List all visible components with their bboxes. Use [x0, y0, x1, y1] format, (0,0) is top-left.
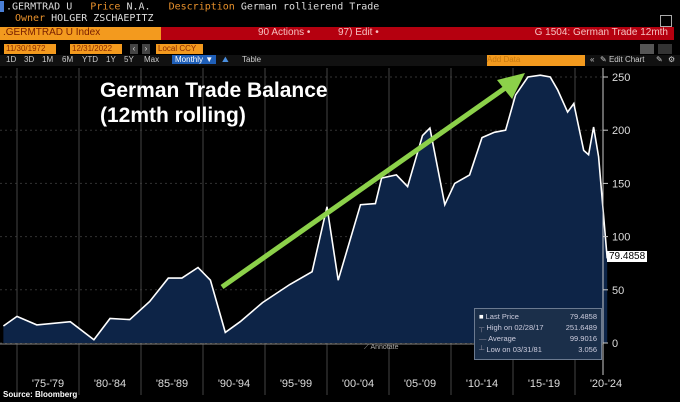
legend-label: High on 02/28/17 — [486, 323, 544, 332]
x-tick-label: '95-'99 — [280, 378, 312, 390]
start-date-input[interactable]: 11/30/1972 — [4, 44, 56, 54]
next-button[interactable]: › — [142, 44, 150, 54]
area-fill — [3, 75, 608, 343]
y-tick-label: 100 — [612, 232, 630, 244]
legend-entry: ■ Last Price 79.4858 — [479, 312, 597, 322]
legend-label: Low on 03/31/81 — [486, 345, 542, 354]
period-3d[interactable]: 3D — [24, 55, 35, 64]
legend-marker-icon: ■ — [479, 312, 484, 321]
security-header: .GERMTRAD U Price N.A. Description Germa… — [0, 1, 379, 13]
last-price-tag: 79.4858 — [607, 251, 648, 262]
legend-entry: ┴ Low on 03/31/81 3.056 — [479, 345, 597, 355]
legend-marker-icon: — — [479, 334, 487, 343]
command-bar: .GERMTRAD U Index 90 Actions • 97) Edit … — [0, 27, 674, 40]
price-label: Price — [90, 1, 121, 13]
gear-icon[interactable]: ⚙ — [668, 55, 676, 64]
chart-title: German Trade Balance (12mth rolling) — [100, 79, 328, 127]
period-1y[interactable]: 1Y — [106, 55, 116, 64]
legend-marker-icon: ┬ — [479, 323, 485, 332]
period-ytd[interactable]: YTD — [82, 55, 98, 64]
legend-value: 3.056 — [578, 345, 597, 354]
period-1m[interactable]: 1M — [42, 55, 54, 64]
legend-entry: ┬ High on 02/28/17 251.6489 — [479, 323, 597, 333]
x-tick-label: '10-'14 — [466, 378, 498, 390]
frequency-select[interactable]: Monthly ▼ — [172, 55, 217, 64]
legend-label: Average — [488, 334, 516, 343]
annotate-button[interactable]: ⟋ Annotate — [364, 344, 399, 351]
x-tick-label: '20-'24 — [590, 378, 622, 390]
description-value: German rollierend Trade — [240, 1, 380, 13]
owner-label: Owner — [15, 13, 46, 24]
trend-arrowhead — [497, 73, 525, 99]
x-tick-label: '85-'89 — [156, 378, 188, 390]
annotate-label: Annotate — [370, 344, 399, 351]
y-tick-label: 250 — [612, 72, 630, 84]
trend-arrow — [220, 83, 510, 290]
edit-chart-button[interactable]: ✎ Edit Chart — [600, 55, 645, 64]
draw-icon[interactable]: ✎ — [656, 55, 663, 64]
y-tick-label: 0 — [612, 338, 618, 350]
chart-type-icon[interactable]: ⛰ — [222, 55, 229, 64]
y-tick-label: 50 — [612, 285, 624, 297]
legend-label: Last Price — [485, 312, 519, 321]
x-tick-label: '00-'04 — [342, 378, 374, 390]
add-data-input[interactable]: Add Data — [487, 55, 585, 66]
legend-entry: — Average 99.9016 — [479, 334, 597, 344]
currency-select[interactable]: Local CCY — [156, 44, 203, 54]
description-label: Description — [168, 1, 235, 13]
x-tick-label: '15-'19 — [528, 378, 560, 390]
period-1d[interactable]: 1D — [6, 55, 17, 64]
source-note: Source: Bloomberg — [3, 390, 78, 399]
y-tick-label: 150 — [612, 178, 630, 190]
period-toolbar — [0, 55, 680, 66]
owner-value: HOLGER ZSCHAEPITZ — [51, 13, 154, 24]
y-tick-label: 200 — [612, 125, 630, 137]
x-tick-label: '75-'79 — [32, 378, 64, 390]
period-6m[interactable]: 6M — [62, 55, 74, 64]
prev-button[interactable]: ‹ — [130, 44, 138, 54]
x-tick-label: '90-'94 — [218, 378, 250, 390]
x-tick-label: '80-'84 — [94, 378, 126, 390]
ticker: .GERMTRAD U — [6, 1, 73, 13]
legend: ■ Last Price 79.4858 ┬ High on 02/28/17 251… — [474, 308, 602, 360]
legend-value: 99.9016 — [569, 334, 597, 343]
legend-marker-icon: ┴ — [479, 345, 485, 354]
popout-icon[interactable] — [660, 15, 672, 27]
edit-chart-label: Edit Chart — [608, 55, 645, 64]
legend-value: 251.6489 — [565, 323, 597, 332]
undo-icon[interactable] — [640, 44, 654, 54]
table-button[interactable]: Table — [242, 55, 262, 64]
page-title: G 1504: German Trade 12mth — [534, 27, 668, 38]
actions-menu[interactable]: 90 Actions • — [258, 27, 311, 38]
end-date-input[interactable]: 12/31/2022 — [70, 44, 122, 54]
redo-icon[interactable] — [658, 44, 672, 54]
x-tick-label: '05-'09 — [404, 378, 436, 390]
legend-value: 79.4858 — [569, 312, 597, 321]
period-5y[interactable]: 5Y — [124, 55, 134, 64]
security-field[interactable]: .GERMTRAD U Index — [0, 27, 161, 40]
price-value: N.A. — [126, 1, 151, 13]
period-max[interactable]: Max — [144, 55, 160, 64]
edit-menu[interactable]: 97) Edit • — [338, 27, 379, 38]
series-line — [2, 74, 608, 341]
collapse-icon[interactable]: « — [590, 55, 595, 64]
